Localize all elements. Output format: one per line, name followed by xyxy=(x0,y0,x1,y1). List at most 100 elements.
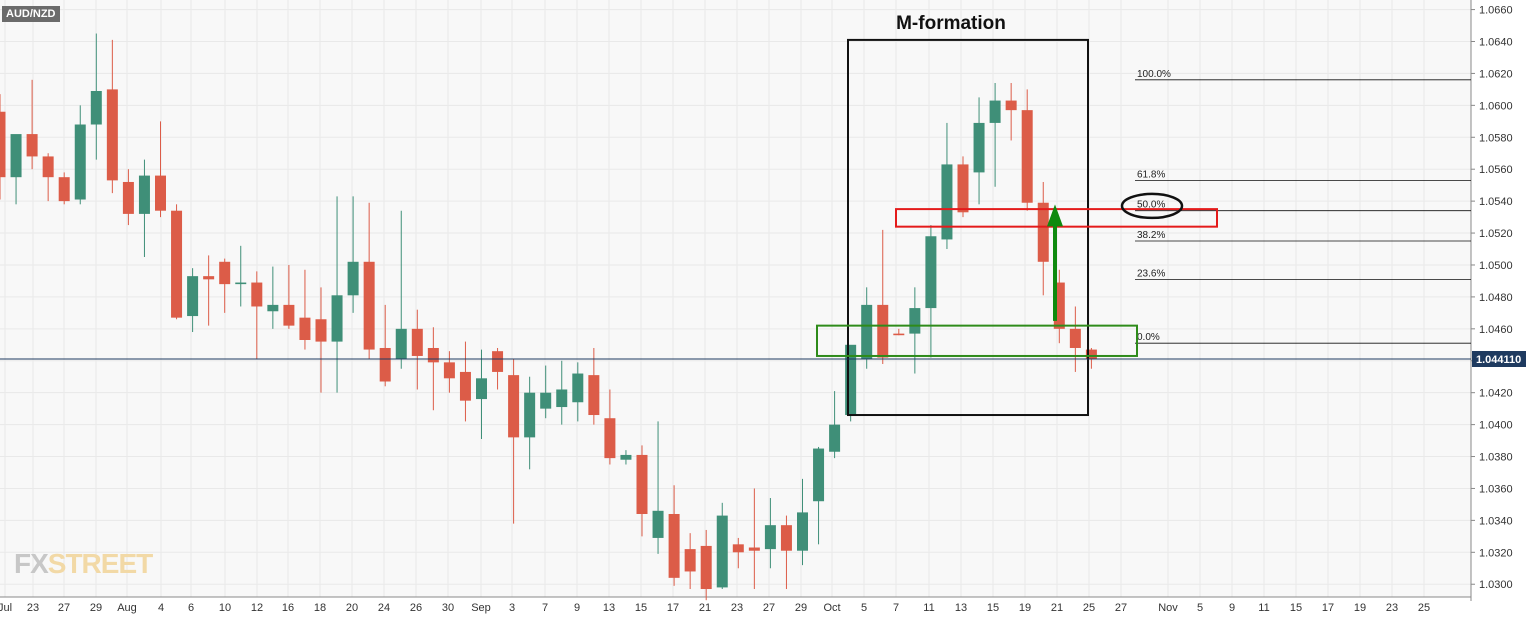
candle-bearish xyxy=(1037,181,1049,296)
candle-bearish xyxy=(171,204,183,320)
m-formation-title: M-formation xyxy=(896,13,1006,34)
candle-body xyxy=(652,510,664,538)
fib-level-label: 61.8% xyxy=(1137,169,1165,180)
candle-body xyxy=(716,515,728,588)
candle-body xyxy=(1085,349,1097,360)
candle-bearish xyxy=(427,327,439,411)
candle-body xyxy=(861,304,873,360)
candle-body xyxy=(780,525,792,551)
x-tick-label: 23 xyxy=(27,602,39,614)
candle-bullish xyxy=(74,105,86,205)
candle-body xyxy=(267,304,279,312)
candle-bullish xyxy=(716,502,728,590)
x-tick-label: Jul xyxy=(0,602,12,614)
candle-body xyxy=(203,276,215,280)
candle-bearish xyxy=(748,488,760,590)
x-tick-label: Nov xyxy=(1158,602,1178,614)
candle-body xyxy=(668,513,680,578)
x-tick-label: 7 xyxy=(893,602,899,614)
candle-bearish xyxy=(604,389,616,465)
candle-bearish xyxy=(732,537,744,569)
candle-body xyxy=(797,512,808,551)
candle-bullish xyxy=(187,268,199,333)
fib-50-highlight-circle xyxy=(1120,192,1184,220)
candle-bearish xyxy=(508,359,520,524)
candle-bullish xyxy=(620,450,632,465)
candle-body xyxy=(604,418,616,459)
fib-level-label: 23.6% xyxy=(1137,268,1165,279)
candle-bullish xyxy=(845,344,857,422)
candle-bearish xyxy=(668,485,680,586)
y-tick-label: 1.0620 xyxy=(1479,68,1513,80)
candle-body xyxy=(1021,110,1033,203)
candle-body xyxy=(636,454,648,514)
candle-bullish xyxy=(524,376,536,470)
candle-body xyxy=(171,210,183,318)
fib-level-label: 38.2% xyxy=(1137,230,1165,241)
candles xyxy=(0,33,1097,601)
candle-body xyxy=(0,111,6,178)
candle-body xyxy=(764,525,776,550)
plot-background xyxy=(0,0,1471,597)
candle-body xyxy=(1037,202,1049,262)
x-tick-label: 12 xyxy=(251,602,263,614)
candle-bullish xyxy=(973,97,985,205)
candle-body xyxy=(90,90,102,125)
x-tick-label: 25 xyxy=(1083,602,1095,614)
candle-bullish xyxy=(395,210,407,369)
candle-body xyxy=(524,392,536,438)
y-tick-label: 1.0580 xyxy=(1479,132,1513,144)
y-tick-label: 1.0320 xyxy=(1479,547,1513,559)
candle-bearish xyxy=(1069,306,1081,372)
candle-body xyxy=(363,261,375,350)
candle-body xyxy=(1053,282,1065,329)
y-tick-label: 1.0520 xyxy=(1479,228,1513,240)
candle-body xyxy=(893,333,905,336)
candle-body xyxy=(1069,328,1081,348)
candle-body xyxy=(973,122,985,173)
x-tick-label: 16 xyxy=(282,602,294,614)
candle-bullish xyxy=(138,159,150,257)
candle-bearish xyxy=(203,255,215,326)
x-tick-label: 25 xyxy=(1418,602,1430,614)
candle-bullish xyxy=(652,421,664,554)
symbol-badge: AUD/NZD xyxy=(2,6,60,22)
candle-bearish xyxy=(893,328,905,336)
candle-bullish xyxy=(764,498,776,569)
candle-bullish xyxy=(90,33,102,160)
candle-body xyxy=(476,378,487,400)
x-tick-label: 13 xyxy=(603,602,615,614)
x-tick-label: 18 xyxy=(314,602,326,614)
x-tick-label: 23 xyxy=(731,602,743,614)
candle-bearish xyxy=(1053,269,1065,344)
candle-bearish xyxy=(459,341,471,422)
candle-bearish xyxy=(363,202,375,360)
candle-body xyxy=(187,276,199,317)
candle-bearish xyxy=(636,445,648,537)
candle-body xyxy=(443,362,455,379)
x-tick-label: 27 xyxy=(1115,602,1127,614)
candle-body xyxy=(829,424,841,452)
x-tick-label: 15 xyxy=(635,602,647,614)
candle-body xyxy=(283,304,295,326)
x-tick-label: 24 xyxy=(378,602,390,614)
x-tick-label: 19 xyxy=(1354,602,1366,614)
candle-bearish xyxy=(492,347,504,390)
candle-bearish xyxy=(1085,347,1097,369)
candle-bearish xyxy=(379,304,391,387)
candle-bullish xyxy=(925,225,937,358)
candle-body xyxy=(219,261,231,285)
x-tick-label: 11 xyxy=(923,602,934,614)
current-price-badge xyxy=(1472,350,1526,367)
x-tick-label: 26 xyxy=(410,602,422,614)
x-tick-label: Oct xyxy=(823,602,840,614)
x-tick-label: 9 xyxy=(574,602,580,614)
x-tick-label: 21 xyxy=(1051,602,1063,614)
candle-body xyxy=(58,177,70,202)
x-tick-label: 13 xyxy=(955,602,967,614)
y-tick-label: 1.0400 xyxy=(1479,420,1513,432)
y-tick-label: 1.0540 xyxy=(1479,196,1513,208)
y-tick-label: 1.0500 xyxy=(1479,260,1513,272)
